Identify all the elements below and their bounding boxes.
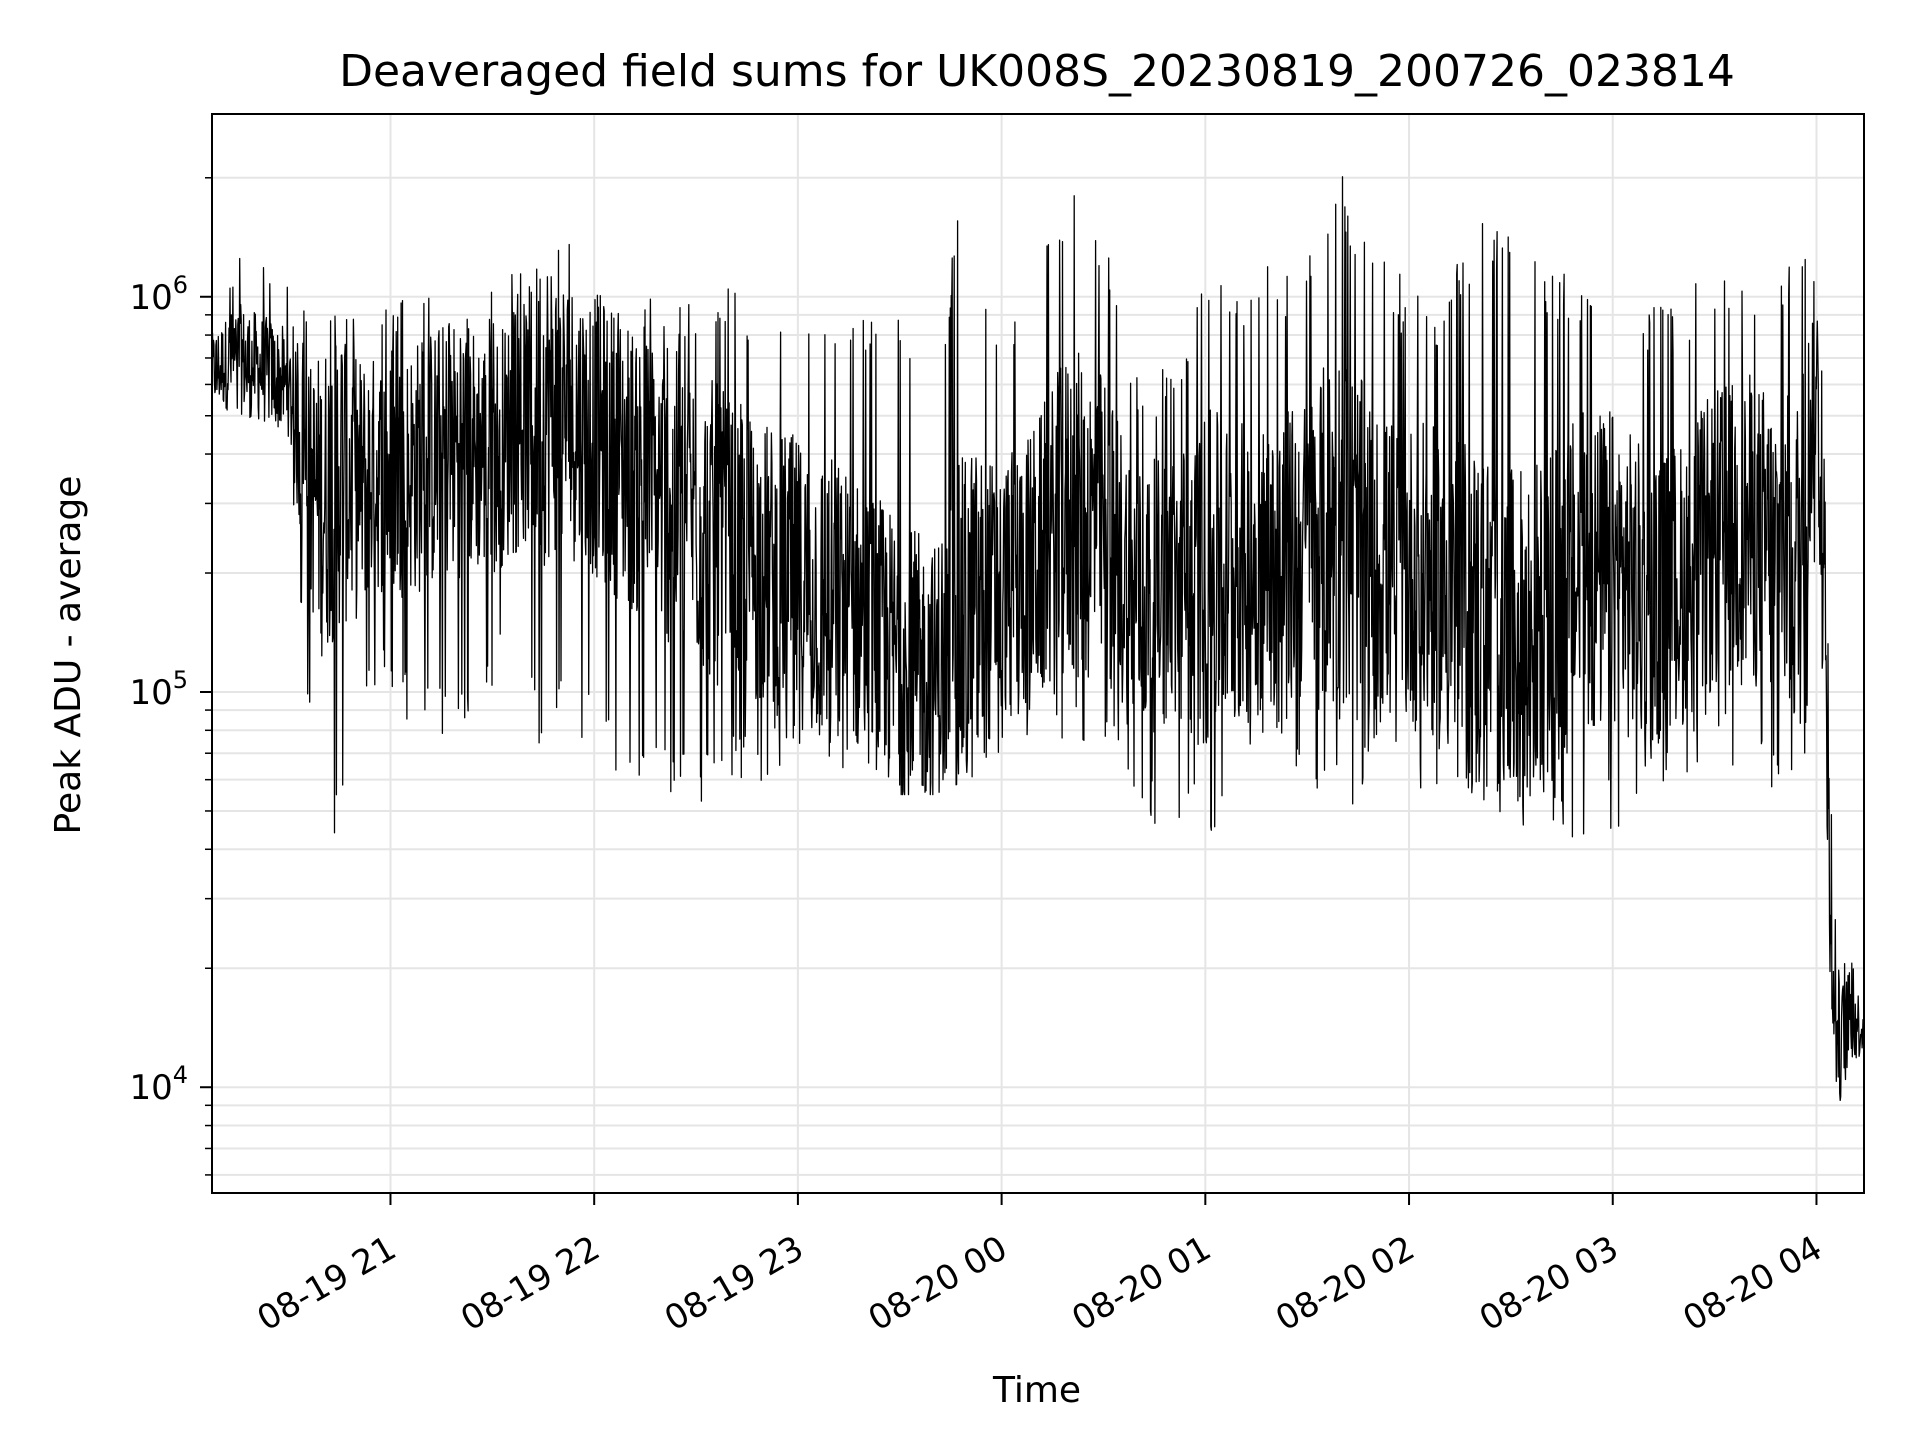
y-tick-label: 105: [129, 666, 188, 713]
series-layer: [211, 176, 1865, 1102]
chart-title: Deaveraged field sums for UK008S_2023081…: [339, 46, 1735, 97]
series-line: [211, 176, 1865, 1102]
y-axis: 104 105 106: [129, 177, 212, 1176]
y-tick-label: 106: [129, 271, 188, 318]
x-axis-label: Time: [992, 1370, 1081, 1411]
y-axis-label: Peak ADU - average: [48, 476, 89, 835]
plot-frame: [211, 113, 1865, 1194]
grid: [212, 114, 1864, 1193]
y-tick-label: 104: [129, 1061, 188, 1108]
